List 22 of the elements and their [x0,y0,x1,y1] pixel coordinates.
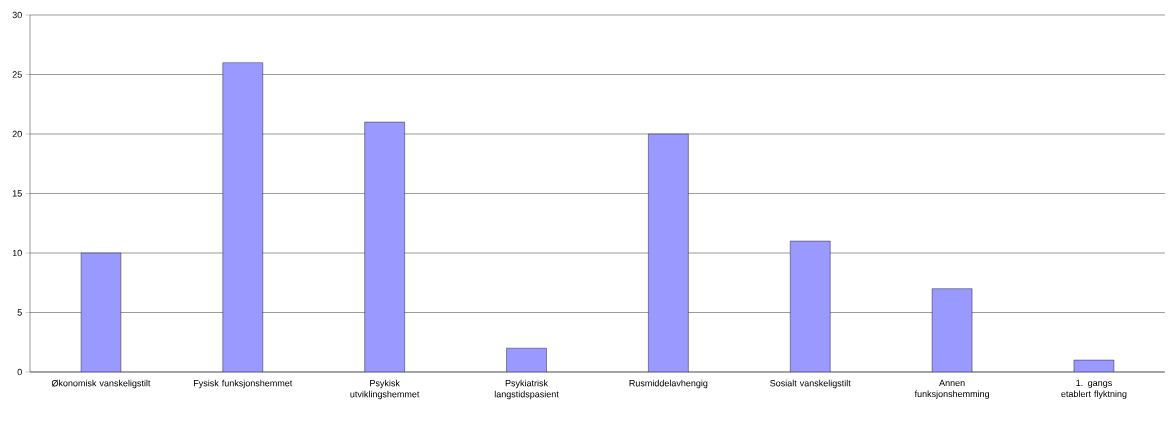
x-tick-label: Økonomisk vanskeligstilt [51,379,151,389]
y-tick-label: 20 [12,130,22,138]
bar [506,347,547,372]
x-tick-label: 1. gangs etablert flyktning [1061,379,1127,399]
bar [80,252,122,372]
y-tick-label: 25 [12,71,22,78]
x-tick-label: Annen funksjonshemming [914,379,990,399]
x-tick-label: Rusmiddelavhengig [629,379,708,389]
y-tick-label: 5 [17,309,22,316]
x-tick-label: Psykisk utviklingshemmet [350,379,420,400]
y-tick-label: 0 [17,368,22,376]
bar [222,62,263,372]
y-tick-label: 15 [12,190,22,197]
bar [648,133,689,372]
x-tick-label: Sosialt vanskeligstilt [770,379,851,389]
y-tick-label: 10 [12,249,22,257]
bar [364,121,405,372]
x-tick-label: Fysisk funksjonshemmet [194,379,293,389]
bar [931,288,973,372]
bar [790,240,831,372]
x-tick-label: Psykiatrisk langstidspasient [494,379,559,400]
y-tick-label: 30 [12,11,22,19]
